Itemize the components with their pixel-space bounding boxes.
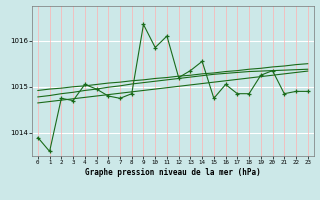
- X-axis label: Graphe pression niveau de la mer (hPa): Graphe pression niveau de la mer (hPa): [85, 168, 261, 177]
